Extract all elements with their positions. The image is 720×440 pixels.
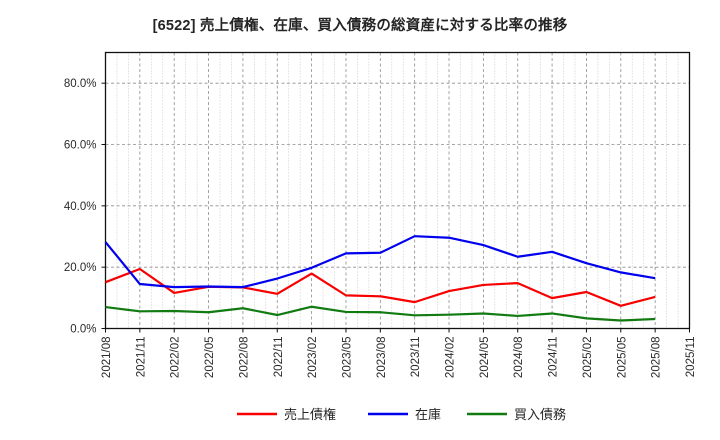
x-axis-tick-label: 2024/02 <box>445 337 457 379</box>
chart-legend: 売上債権 在庫 買入債務 <box>237 407 566 422</box>
data-series-group <box>104 235 656 322</box>
page-title: [6522] 売上債権、在庫、買入債務の総資産に対する比率の推移 <box>152 18 568 34</box>
x-axis-tick-labels: 2021/08 2021/11 2022/02 2022/05 2022/08 2022/… <box>101 328 697 379</box>
x-axis-tick-label: 2025/08 <box>651 337 663 379</box>
x-axis-tick-label: 2022/05 <box>204 337 216 379</box>
x-axis-tick-label: 2025/02 <box>582 337 594 379</box>
x-axis-tick-label: 2024/05 <box>479 337 491 379</box>
x-axis-tick-label: 2022/02 <box>170 337 182 379</box>
x-axis-tick-label: 2022/08 <box>238 337 250 379</box>
y-axis-tick-label: 20.0% <box>64 262 97 274</box>
y-axis-tick-label: 0.0% <box>70 324 96 336</box>
x-axis-tick-label: 2023/11 <box>410 337 422 378</box>
x-axis-tick-label: 2021/11 <box>135 337 147 378</box>
series-line <box>105 305 656 322</box>
major-gridlines <box>139 52 656 329</box>
x-axis-tick-label: 2021/08 <box>101 337 113 379</box>
series-line <box>104 235 656 289</box>
y-axis-tick-labels: 0.0% 20.0% 40.0% 60.0% 80.0% <box>64 78 106 336</box>
plot-frame <box>104 51 691 330</box>
x-axis-tick-label: 2023/08 <box>376 337 388 379</box>
y-axis-tick-label: 40.0% <box>64 201 97 213</box>
y-axis-tick-label: 60.0% <box>64 140 97 152</box>
series-line <box>105 267 656 307</box>
minor-gridlines <box>116 52 679 329</box>
x-axis-tick-label: 2023/05 <box>341 337 353 379</box>
horizontal-gridlines <box>105 82 690 268</box>
x-axis-tick-label: 2023/02 <box>307 337 319 379</box>
x-axis-tick-label: 2024/08 <box>513 337 525 379</box>
x-axis-tick-label: 2025/05 <box>616 337 628 379</box>
x-axis-tick-label: 2024/11 <box>548 337 560 378</box>
legend-label: 売上債権 <box>284 407 336 422</box>
y-axis-tick-label: 80.0% <box>64 78 97 90</box>
legend-label: 買入債務 <box>514 407 566 422</box>
x-axis-tick-label: 2025/11 <box>685 337 697 378</box>
x-axis-tick-label: 2022/11 <box>273 337 285 378</box>
legend-label: 在庫 <box>415 407 441 422</box>
